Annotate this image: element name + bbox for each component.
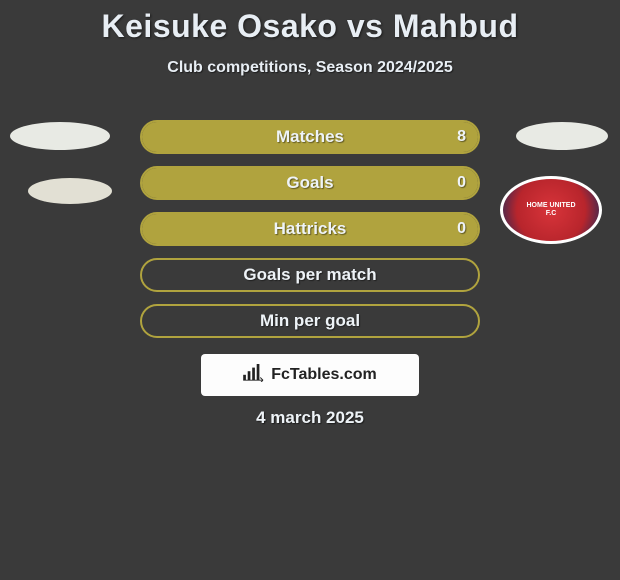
stat-row-hattricks: Hattricks 0 <box>140 212 480 246</box>
stat-label: Min per goal <box>142 306 478 336</box>
crest-text: HOME UNITED F.C <box>527 202 576 217</box>
attribution-badge[interactable]: FcTables.com <box>201 354 419 396</box>
page-title: Keisuke Osako vs Mahbud <box>0 0 620 45</box>
crest-text-bottom: F.C <box>546 210 557 217</box>
team-b-badge-2: HOME UNITED F.C <box>500 176 602 244</box>
stat-label: Matches <box>142 122 478 152</box>
team-a-badge-2 <box>28 178 112 204</box>
chart-bars-icon <box>243 364 265 387</box>
page-subtitle: Club competitions, Season 2024/2025 <box>0 59 620 77</box>
stat-row-goals-per-match: Goals per match <box>140 258 480 292</box>
stats-panel: Matches 8 Goals 0 Hattricks 0 Goals per … <box>140 120 480 350</box>
infographic-root: Keisuke Osako vs Mahbud Club competition… <box>0 0 620 580</box>
team-a-badge-1 <box>10 122 110 150</box>
stat-row-min-per-goal: Min per goal <box>140 304 480 338</box>
stat-value: 0 <box>457 214 466 244</box>
generated-date: 4 march 2025 <box>0 408 620 428</box>
stat-value: 8 <box>457 122 466 152</box>
stat-label: Goals <box>142 168 478 198</box>
crest-text-top: HOME UNITED <box>527 202 576 209</box>
attribution-text: FcTables.com <box>271 366 377 384</box>
stat-row-goals: Goals 0 <box>140 166 480 200</box>
stat-row-matches: Matches 8 <box>140 120 480 154</box>
stat-label: Goals per match <box>142 260 478 290</box>
stat-label: Hattricks <box>142 214 478 244</box>
stat-value: 0 <box>457 168 466 198</box>
team-b-badge-1 <box>516 122 608 150</box>
